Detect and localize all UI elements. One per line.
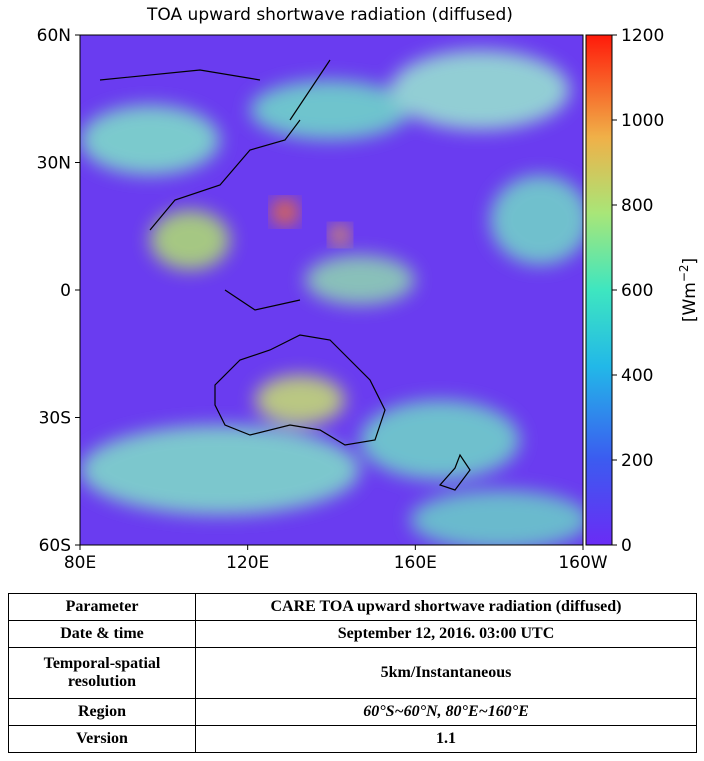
lon-tick-label: 120E bbox=[226, 553, 269, 573]
table-row: Parameter CARE TOA upward shortwave radia… bbox=[8, 593, 697, 621]
lon-tick-label: 160W bbox=[558, 553, 607, 573]
table-row: Region 60°S~60°N, 80°E~160°E bbox=[8, 698, 697, 726]
colorbar-tick-label: 400 bbox=[621, 366, 653, 386]
unit-exponent: −2 bbox=[677, 264, 691, 282]
value-cell: 60°S~60°N, 80°E~160°E bbox=[195, 698, 697, 726]
colorbar-tick-label: 800 bbox=[621, 196, 653, 216]
colorbar bbox=[585, 34, 613, 546]
lat-tick-label: 30N bbox=[37, 154, 71, 174]
map-figure: TOA upward shortwave radiation (diffused… bbox=[37, 5, 700, 573]
key-cell: Temporal-spatial resolution bbox=[8, 647, 196, 699]
value-cell: 5km/Instantaneous bbox=[195, 647, 697, 699]
colorbar-tick-label: 200 bbox=[621, 451, 653, 471]
value-cell: 1.1 bbox=[195, 725, 697, 753]
lat-tick-label: 30S bbox=[39, 409, 71, 429]
table-row: Version 1.1 bbox=[8, 725, 697, 753]
lon-tick-label: 160E bbox=[394, 553, 437, 573]
lon-tick-label: 80E bbox=[64, 553, 96, 573]
colorbar-tick-label: 0 bbox=[621, 536, 632, 556]
colorbar-tick-label: 1000 bbox=[621, 111, 664, 131]
lat-tick-label: 60S bbox=[39, 536, 71, 556]
map-title: TOA upward shortwave radiation (diffused… bbox=[146, 5, 513, 25]
colorbar-label: [Wm−2] bbox=[677, 258, 700, 322]
unit: [Wm bbox=[680, 282, 700, 322]
table-row: Temporal-spatial resolution 5km/Instantan… bbox=[8, 647, 697, 699]
key-cell: Date & time bbox=[8, 620, 196, 648]
value-cell: September 12, 2016. 03:00 UTC bbox=[195, 620, 697, 648]
value-cell: CARE TOA upward shortwave radiation (dif… bbox=[195, 593, 697, 621]
colorbar-tick-label: 1200 bbox=[621, 26, 664, 46]
colorbar-tick-label: 600 bbox=[621, 281, 653, 301]
map-image bbox=[80, 35, 583, 545]
table-row: Date & time September 12, 2016. 03:00 UTC bbox=[8, 620, 697, 648]
lat-tick-label: 60N bbox=[37, 26, 71, 46]
info-table: Parameter CARE TOA upward shortwave radia… bbox=[8, 593, 697, 753]
unit-close: ] bbox=[680, 258, 700, 265]
lat-tick-label: 0 bbox=[60, 281, 71, 301]
key-cell: Region bbox=[8, 698, 196, 726]
key-cell: Parameter bbox=[8, 593, 196, 621]
key-cell: Version bbox=[8, 725, 196, 753]
